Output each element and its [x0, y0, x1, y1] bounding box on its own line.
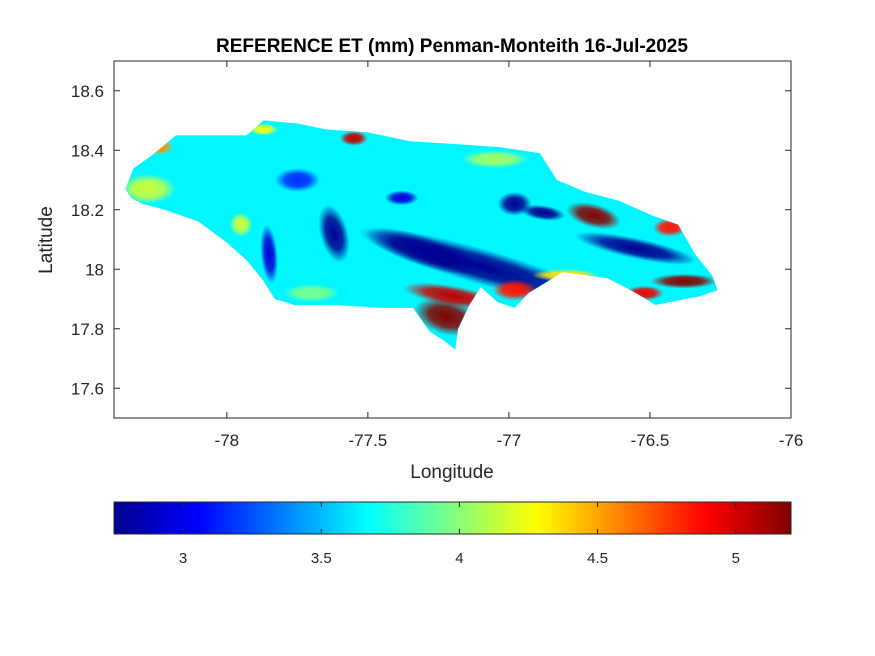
- colorbar-tick-label: 3.5: [311, 550, 332, 567]
- y-tick-label: 18.2: [71, 201, 104, 220]
- colorbar-tick-label: 5: [732, 550, 740, 567]
- y-tick-label: 18.4: [71, 141, 104, 160]
- colorbar-tick-label: 3: [179, 550, 187, 567]
- colorbar: [113, 501, 792, 535]
- x-tick-label: -76: [779, 431, 804, 450]
- x-axis-ticks: -78 -77.5 -77 -76.5 -76: [215, 61, 804, 450]
- x-tick-label: -77: [497, 431, 522, 450]
- y-tick-label: 18: [85, 260, 104, 279]
- colorbar-tick-label: 4.5: [587, 550, 608, 567]
- x-tick-label: -76.5: [631, 431, 670, 450]
- y-tick-label: 17.6: [71, 379, 104, 398]
- x-tick-label: -78: [215, 431, 240, 450]
- y-tick-label: 17.8: [71, 320, 104, 339]
- y-tick-label: 18.6: [71, 82, 104, 101]
- colorbar-ticks: 3 3.5 4 4.5 5: [179, 502, 740, 567]
- x-tick-label: -77.5: [349, 431, 388, 450]
- chart-title: REFERENCE ET (mm) Penman-Monteith 16-Jul…: [216, 36, 688, 57]
- y-axis-ticks: 17.6 17.8 18 18.2 18.4 18.6: [71, 82, 791, 398]
- colorbar-tick-label: 4: [455, 550, 463, 567]
- x-axis-label: Longitude: [410, 462, 493, 483]
- y-axis-label: Latitude: [36, 206, 57, 274]
